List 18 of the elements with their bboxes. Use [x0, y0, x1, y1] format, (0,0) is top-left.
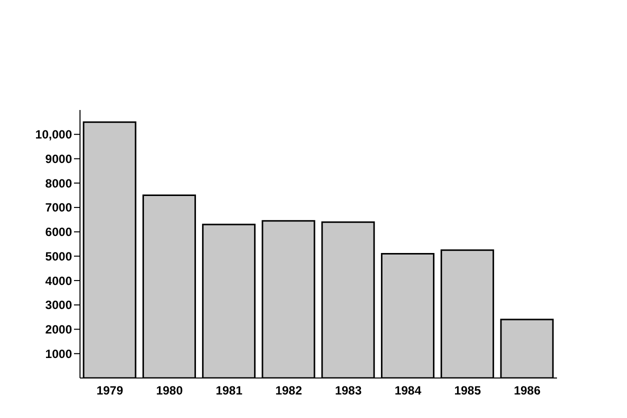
x-tick-label: 1985 — [454, 384, 482, 398]
y-tick-label: 10,000 — [35, 128, 72, 142]
y-tick-label: 8000 — [45, 176, 72, 190]
x-tick-label: 1981 — [216, 384, 243, 398]
x-tick-label: 1986 — [514, 384, 541, 398]
x-tick-label: 1982 — [275, 384, 302, 398]
x-tick-label: 1980 — [156, 384, 184, 398]
y-tick-label: 5000 — [45, 249, 72, 264]
y-tick-label: 1000 — [45, 346, 72, 361]
x-tick-label: 1984 — [394, 384, 422, 398]
x-tick-label: 1979 — [96, 384, 124, 398]
x-tick-label: 1983 — [334, 384, 362, 398]
y-tick-label: 2000 — [45, 322, 72, 337]
y-tick-label: 7000 — [45, 200, 72, 215]
y-tick-label: 9000 — [45, 152, 72, 166]
y-tick-label: 3000 — [45, 298, 72, 312]
y-tick-label: 4000 — [45, 274, 72, 288]
y-tick-label: 6000 — [45, 225, 72, 240]
